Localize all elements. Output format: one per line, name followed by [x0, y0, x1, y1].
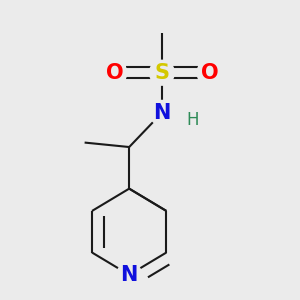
Circle shape — [197, 60, 222, 85]
Circle shape — [117, 262, 142, 287]
Text: O: O — [106, 63, 123, 83]
Circle shape — [149, 100, 174, 125]
Circle shape — [102, 60, 127, 85]
Text: H: H — [187, 111, 199, 129]
Text: S: S — [154, 63, 169, 83]
Text: N: N — [153, 103, 171, 123]
Text: O: O — [201, 63, 218, 83]
Text: N: N — [121, 265, 138, 285]
Circle shape — [149, 60, 174, 85]
